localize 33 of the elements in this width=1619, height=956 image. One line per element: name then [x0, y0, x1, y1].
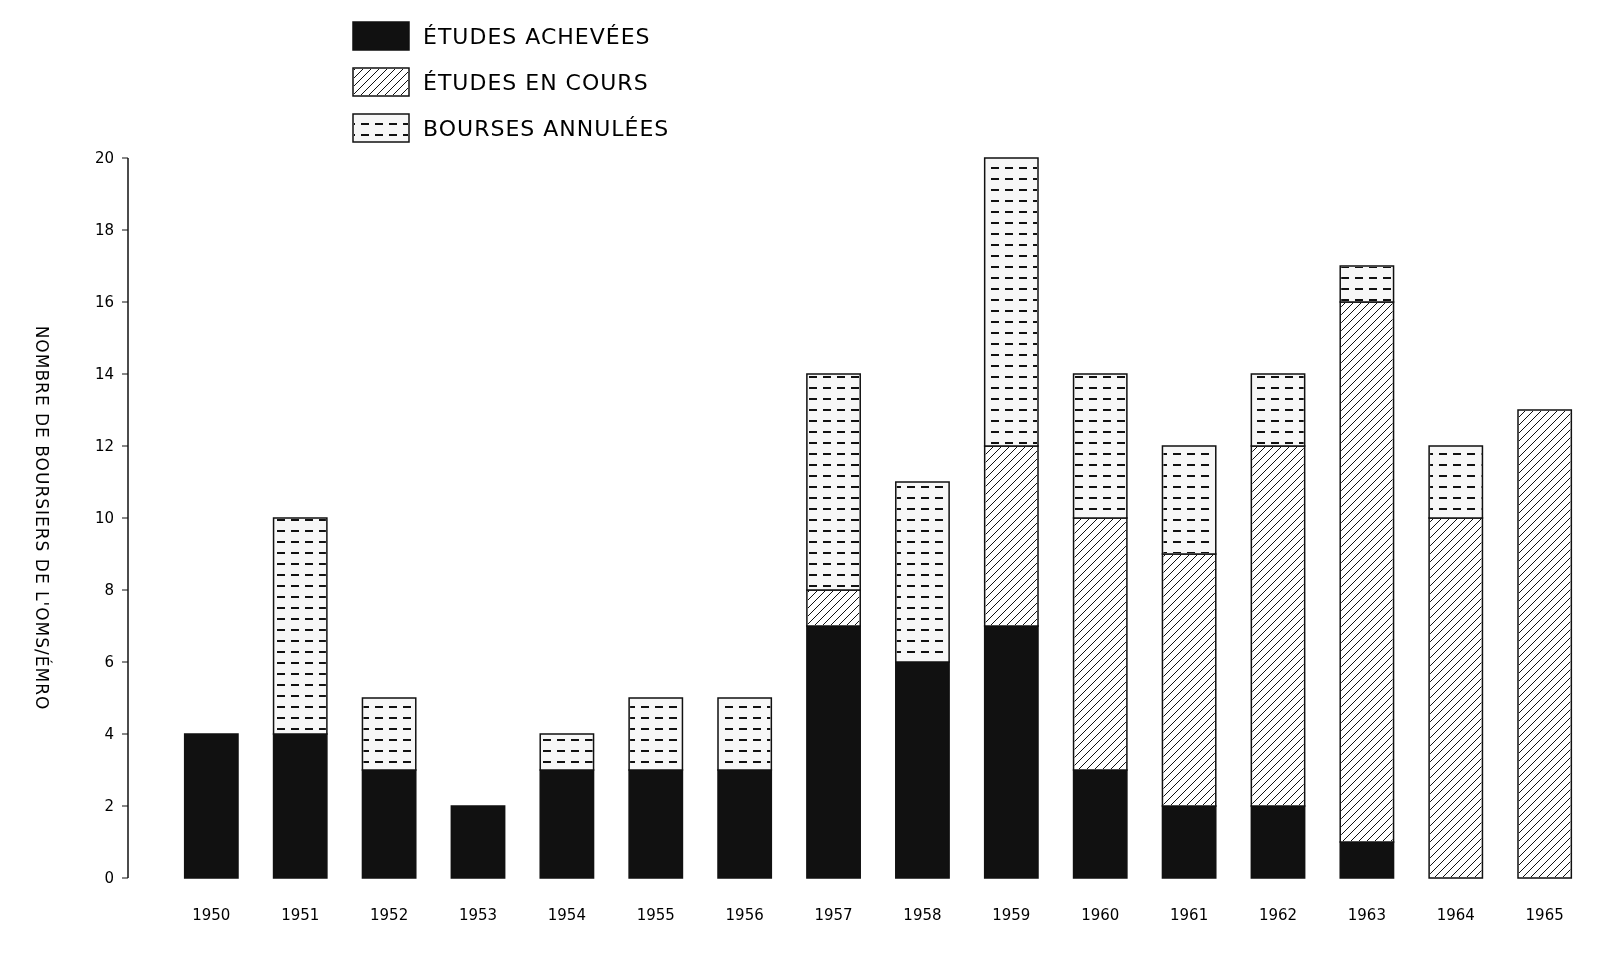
y-tick-label: 2	[104, 797, 114, 816]
x-tick-label: 1952	[370, 906, 409, 924]
x-tick-label: 1958	[903, 906, 942, 924]
legend-label: ÉTUDES EN COURS	[423, 69, 649, 95]
x-tick-label: 1953	[458, 906, 498, 924]
x-tick-label: 1965	[1525, 906, 1564, 924]
x-tick-label: 1955	[636, 906, 675, 924]
y-tick-label: 6	[104, 653, 114, 672]
x-tick-label: 1962	[1258, 906, 1298, 924]
x-tick-label: 1957	[814, 906, 853, 924]
y-tick-label: 8	[104, 581, 114, 600]
x-tick-label: 1960	[1081, 906, 1120, 924]
y-tick-label: 16	[94, 293, 114, 312]
y-axis-title: NOMBRE DE BOURSIERS DE L'OMS/ÉMRO	[32, 325, 53, 711]
x-tick-label: 1964	[1436, 906, 1475, 924]
legend-label: ÉTUDES ACHEVÉES	[423, 23, 651, 49]
x-tick-label: 1954	[547, 906, 586, 924]
legend-label: BOURSES ANNULÉES	[423, 115, 670, 141]
x-tick-label: 1956	[725, 906, 764, 924]
x-tick-label: 1959	[992, 906, 1031, 924]
y-tick-label: 20	[94, 149, 114, 168]
bar	[183, 733, 239, 879]
y-tick-label: 0	[104, 869, 114, 888]
y-tick-label: 10	[94, 509, 114, 528]
y-tick-label: 4	[104, 725, 114, 744]
y-tick-label: 14	[94, 365, 114, 384]
x-tick-label: 1961	[1170, 906, 1209, 924]
x-tick-label: 1950	[192, 906, 231, 924]
y-tick-label: 12	[94, 437, 114, 456]
x-tick-label: 1963	[1347, 906, 1386, 924]
bar	[450, 805, 506, 879]
x-tick-label: 1951	[281, 906, 320, 924]
y-tick-label: 18	[94, 221, 114, 240]
